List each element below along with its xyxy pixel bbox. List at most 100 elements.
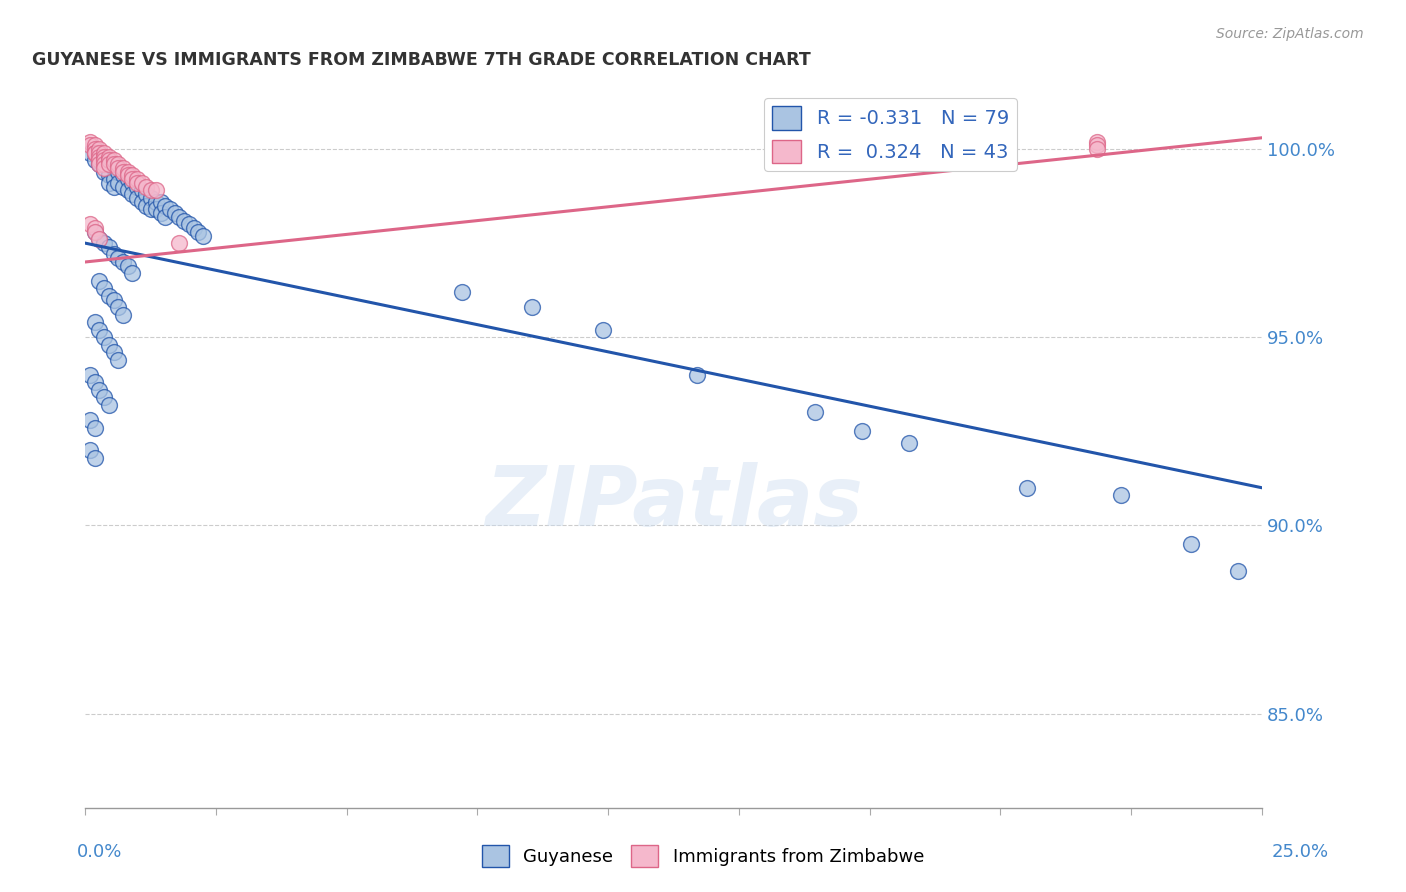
Point [79,138,101,153]
Point [89,232,111,246]
Point [107,164,129,178]
Point [89,157,111,171]
Point [131,194,153,209]
Point [89,323,111,337]
Point [125,176,148,190]
Point [83,145,105,160]
Point [592,323,614,337]
Point [173,213,195,227]
Point [83,315,105,329]
Point [121,176,143,190]
Point [103,247,125,261]
Point [83,225,105,239]
Point [117,184,139,198]
Point [1227,564,1250,578]
Point [89,383,111,397]
Legend: R = -0.331   N = 79, R =  0.324   N = 43: R = -0.331 N = 79, R = 0.324 N = 43 [765,98,1017,171]
Point [79,413,101,427]
Point [93,391,115,405]
Point [83,145,105,160]
Point [103,172,125,186]
Point [177,218,200,232]
Point [107,352,129,367]
Point [107,157,129,171]
Text: GUYANESE VS IMMIGRANTS FROM ZIMBABWE 7TH GRADE CORRELATION CHART: GUYANESE VS IMMIGRANTS FROM ZIMBABWE 7TH… [32,51,811,69]
Point [89,145,111,160]
Point [125,172,148,186]
Point [93,281,115,295]
Point [97,157,120,171]
Point [191,228,214,243]
Point [1085,142,1108,156]
Point [93,330,115,344]
Point [111,308,134,322]
Point [79,218,101,232]
Point [1180,537,1202,551]
Point [97,338,120,352]
Point [93,145,115,160]
Point [103,293,125,307]
Point [93,161,115,175]
Text: 25.0%: 25.0% [1271,843,1329,861]
Point [107,300,129,314]
Point [93,164,115,178]
Point [103,345,125,359]
Point [121,266,143,280]
Point [97,398,120,412]
Point [97,153,120,168]
Point [169,210,191,224]
Point [141,202,163,217]
Point [135,198,157,212]
Point [107,176,129,190]
Point [103,161,125,175]
Point [450,285,472,299]
Point [89,157,111,171]
Point [111,169,134,183]
Point [89,142,111,156]
Point [83,420,105,434]
Point [111,179,134,194]
Point [135,187,157,202]
Point [89,150,111,164]
Point [83,145,105,160]
Point [97,157,120,171]
Point [97,150,120,164]
Point [1085,135,1108,149]
Point [97,176,120,190]
Point [121,172,143,186]
Point [141,184,163,198]
Point [83,142,105,156]
Point [107,251,129,265]
Point [1015,481,1038,495]
Point [1109,488,1132,502]
Point [79,135,101,149]
Point [125,191,148,205]
Point [107,161,129,175]
Point [121,169,143,183]
Text: 0.0%: 0.0% [77,843,122,861]
Point [169,236,191,251]
Point [131,176,153,190]
Point [89,150,111,164]
Point [155,198,177,212]
Point [117,164,139,178]
Point [89,232,111,246]
Point [121,187,143,202]
Point [83,138,105,153]
Point [149,194,172,209]
Point [111,255,134,269]
Point [686,368,709,382]
Point [83,450,105,465]
Point [804,405,827,419]
Point [117,259,139,273]
Point [103,179,125,194]
Point [145,194,167,209]
Point [117,169,139,183]
Point [93,153,115,168]
Point [83,153,105,168]
Point [79,443,101,458]
Point [145,202,167,217]
Point [89,274,111,288]
Point [187,225,209,239]
Point [111,164,134,178]
